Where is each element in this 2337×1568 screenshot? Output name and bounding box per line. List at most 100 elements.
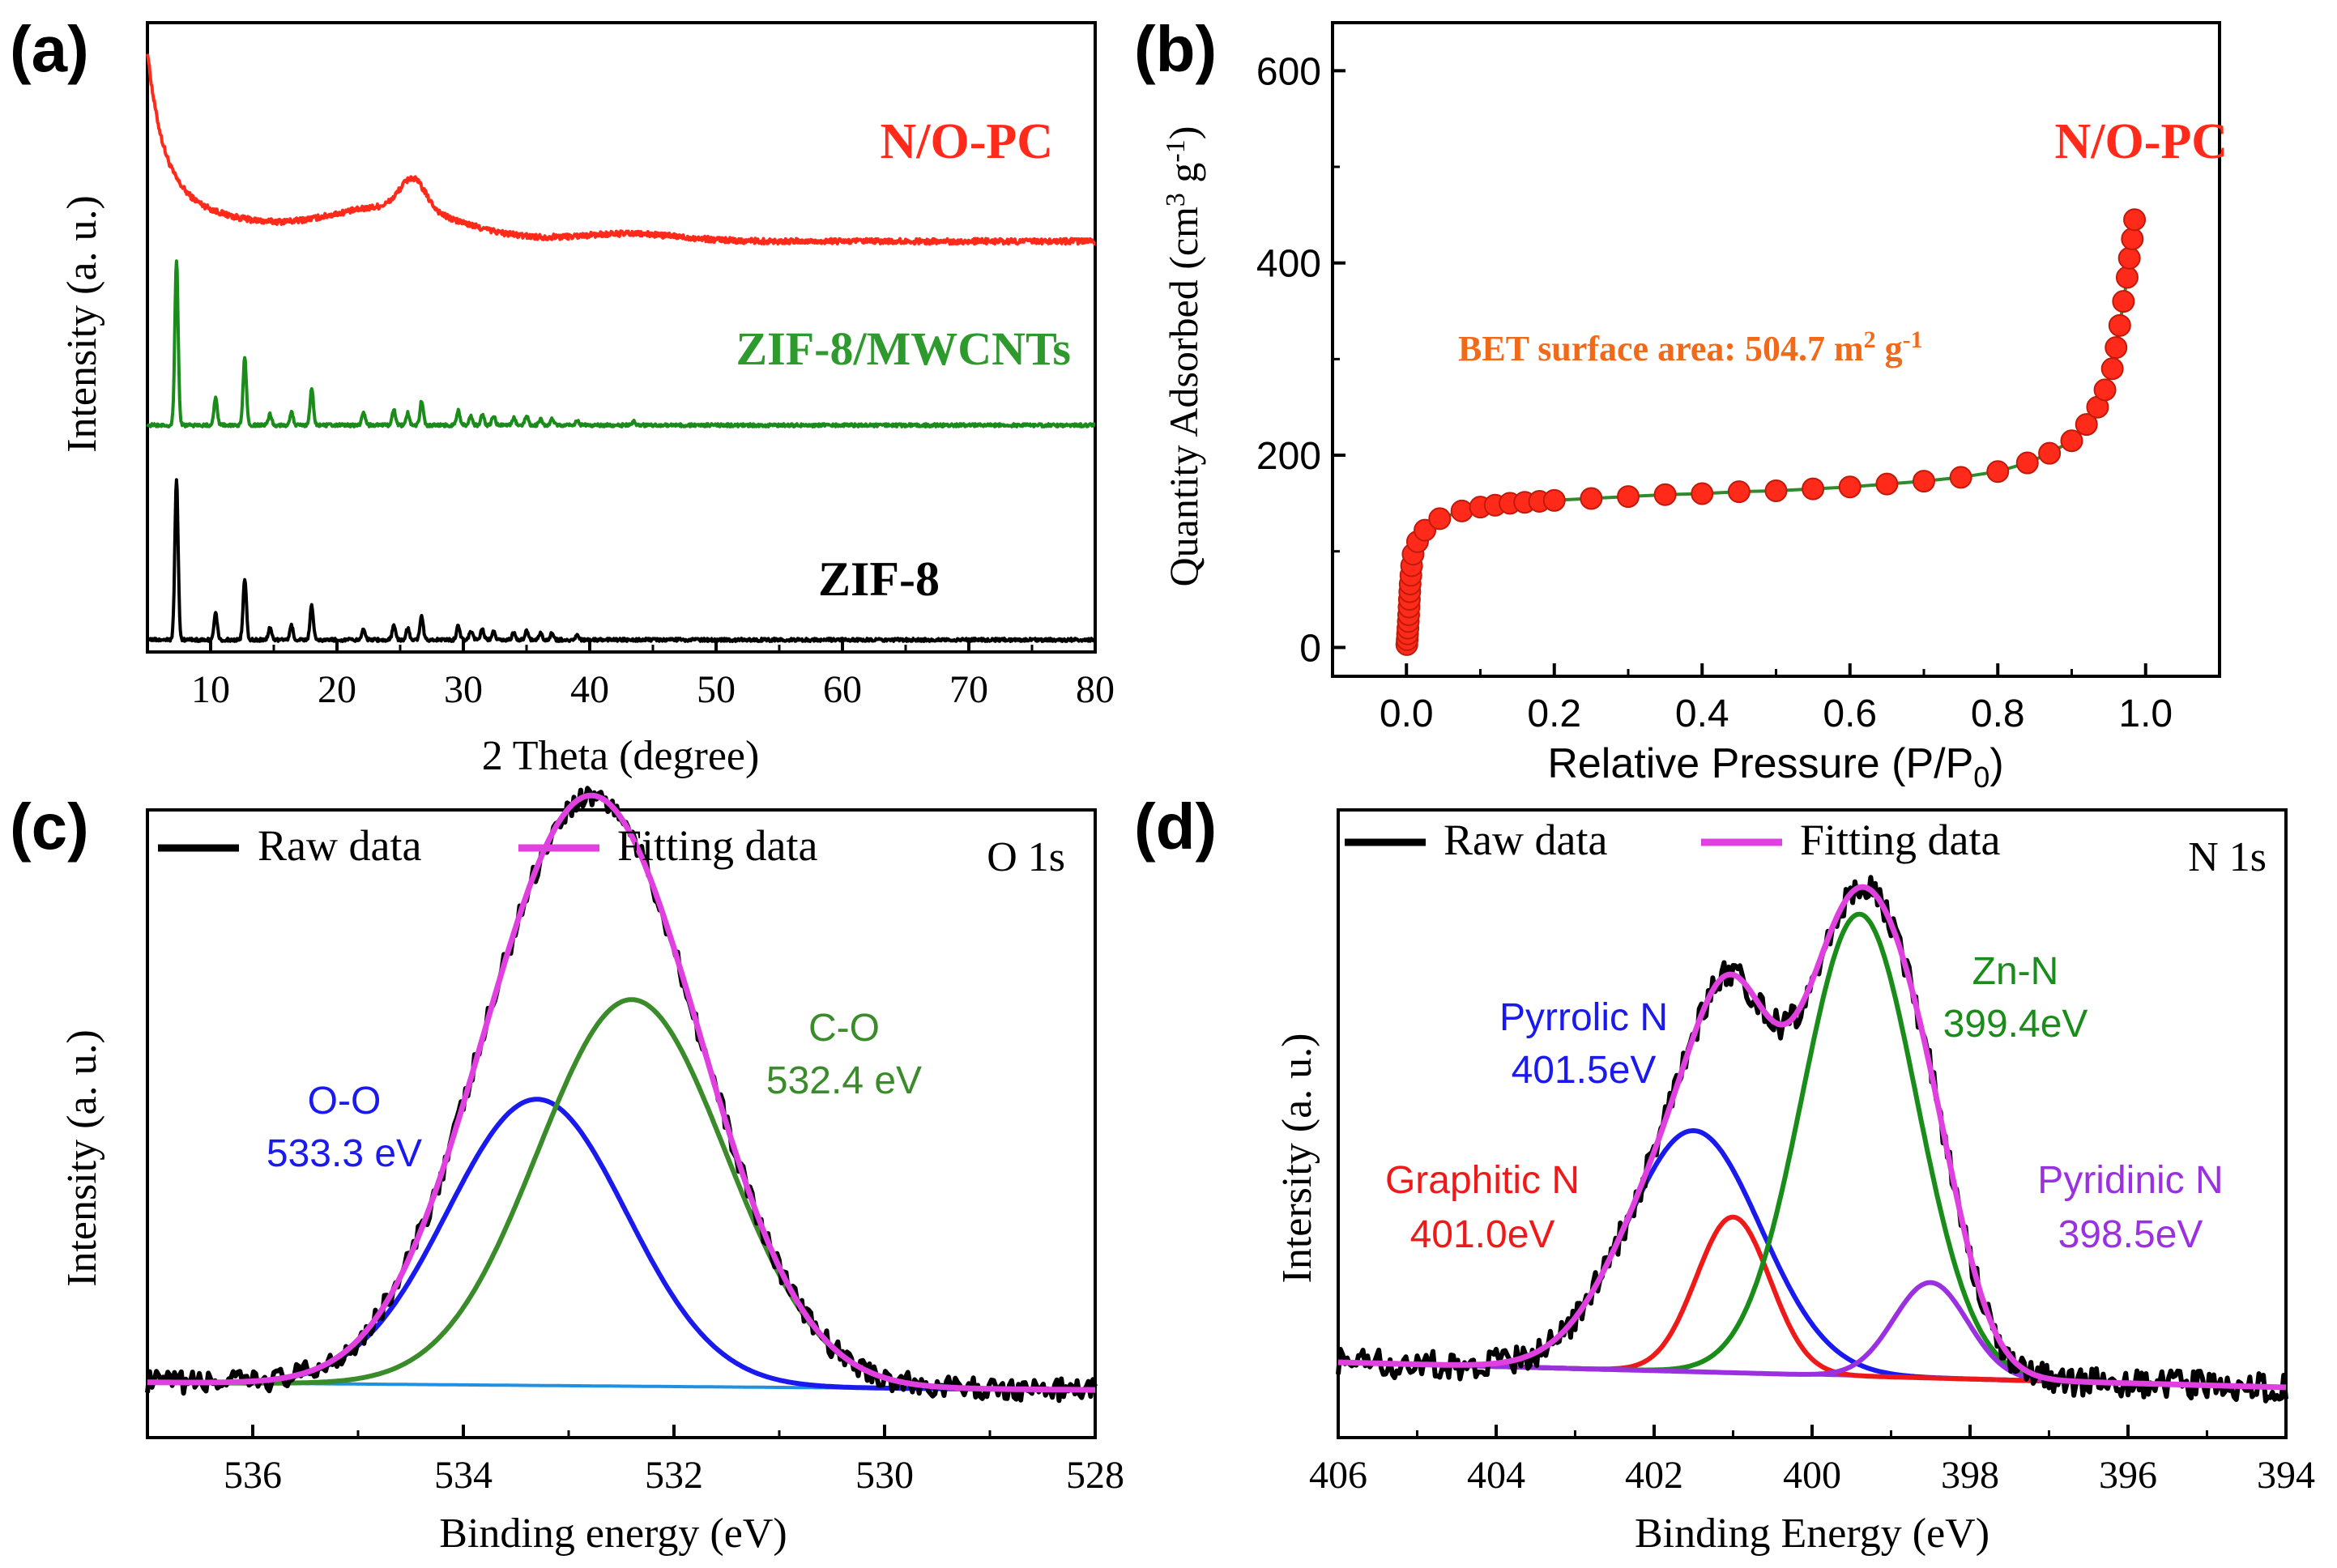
panel-c-peak-label-oo: O-O (308, 1080, 382, 1123)
panel-d-axes-frame (1337, 808, 2288, 1439)
panel-d-peak-label-pyrrolic: Pyrrolic N (1499, 996, 1668, 1039)
panel-c-xtick-label: 536 (224, 1454, 282, 1497)
panel-a-xtick-label: 60 (823, 668, 862, 711)
panel-a-axes-frame (146, 21, 1097, 654)
panel-d-xlabel: Binding Energy (eV) (1635, 1510, 1989, 1557)
panel-b-data-point (1727, 480, 1751, 504)
panel-d-xtick-label: 402 (1625, 1454, 1683, 1497)
panel-b-data-point (2093, 378, 2117, 402)
panel-d-legend-raw-label: Raw data (1444, 816, 1607, 864)
panel-b-data-point (2108, 313, 2131, 337)
panel-a-xtick-label: 20 (318, 668, 356, 711)
panel-c-axes-frame (146, 808, 1097, 1439)
panel-b-data-point (1913, 470, 1935, 493)
panel-a-label: (a) (10, 13, 89, 85)
panel-b-ytick-label: 400 (1256, 243, 1321, 286)
panel-b-data-point (2015, 451, 2039, 475)
panel-b-data-point (1542, 488, 1566, 512)
panel-a-plot-area: 10 20 30 40 50 60 70 80 (146, 21, 1115, 711)
panel-b-data-point (1414, 518, 1437, 542)
panel-c-legend-fit-label: Fitting data (617, 821, 818, 870)
panel-b-data-point (2117, 246, 2141, 270)
panel-d: (d) 406 404 402 400 398 396 394 Raw data Fitti… (1134, 790, 2315, 1557)
panel-a-ylabel: Intensity (a. u.) (59, 195, 105, 453)
panel-b-sample-label: N/O-PC (2054, 114, 2228, 169)
panel-b-data-point (1986, 460, 2010, 484)
panel-d-peak-value-pyridinic: 398.5eV (2058, 1213, 2203, 1256)
panel-d-xtick-label: 394 (2257, 1454, 2315, 1497)
panel-b-ytick-label: 0 (1299, 627, 1321, 670)
panel-d-xtick-label: 400 (1783, 1454, 1841, 1497)
panel-c-xtick-label: 532 (645, 1454, 703, 1497)
panel-c-legend-raw-label: Raw data (258, 821, 421, 870)
panel-c-series-c-o (147, 997, 1095, 1393)
panel-b-data-point (1802, 477, 1825, 501)
panel-a: (a) 10 20 30 40 50 60 70 80 N/O-PC ZIF-8/MWCNTs… (10, 13, 1115, 779)
panel-d-ylabel: Intersity (a. u.) (1274, 1033, 1320, 1283)
panel-b-data-point (1691, 482, 1714, 505)
panel-b-ylabel: Quantity Adsorbed (cm3 g-1) (1161, 126, 1206, 587)
panel-c-plot-area: 536 534 532 530 528 (145, 786, 1124, 1497)
panel-d-xtick-label: 404 (1467, 1454, 1525, 1497)
panel-b-data-point (1580, 487, 1603, 510)
panel-c-series-fitting-data (147, 792, 1095, 1393)
panel-c-core-level: O 1s (987, 834, 1065, 880)
panel-a-xtick-label: 40 (570, 668, 609, 711)
panel-a-series-label-zif8: ZIF-8 (818, 552, 940, 606)
panel-a-xtick-label: 80 (1076, 668, 1115, 711)
panel-c-xtick-label: 528 (1066, 1454, 1124, 1497)
panel-a-xtick-label: 70 (949, 668, 988, 711)
panel-b-series-line (1405, 219, 2137, 645)
panel-d-peak-label-znn: Zn-N (1972, 950, 2059, 993)
panel-c: (c) 536 534 532 530 528 Raw data Fitting dat… (10, 786, 1124, 1557)
panel-b-data-point (2100, 357, 2124, 381)
panel-d-label: (d) (1134, 790, 1217, 863)
panel-d-plot-area: 406 404 402 400 398 396 394 (1309, 808, 2315, 1497)
panel-a-series-label-nopc: N/O-PC (880, 114, 1053, 169)
panel-c-peak-label-co: C-O (808, 1007, 880, 1050)
panel-b-xtick-label: 0.6 (1823, 692, 1877, 735)
panel-c-xtick-label: 530 (855, 1454, 914, 1497)
panel-b-data-point (1838, 475, 1861, 499)
panel-b-xtick-label: 1.0 (2118, 692, 2173, 735)
panel-b-data-point (2038, 441, 2062, 465)
panel-a-series-label-zif8-mwcnts: ZIF-8/MWCNTs (736, 322, 1071, 375)
panel-b-bet-annotation: BET surface area: 504.7 m2 g-1 (1458, 326, 1923, 369)
panel-d-legend-fit-label: Fitting data (1800, 816, 2001, 864)
panel-c-xlabel: Binding energy (eV) (439, 1510, 787, 1557)
panel-c-series-raw-data (145, 786, 1098, 1404)
panel-b-plot-area: 0.0 0.2 0.4 0.6 0.8 1.0 0 200 400 600 (1256, 21, 2221, 735)
panel-c-ylabel: Intensity (a. u.) (59, 1029, 105, 1287)
panel-c-peak-value-oo: 533.3 eV (267, 1132, 422, 1175)
panel-b-data-point (1764, 479, 1788, 502)
panel-d-xtick-label: 396 (2099, 1454, 2157, 1497)
panel-b-data-point (2121, 228, 2144, 251)
panel-a-xtick-label: 10 (191, 668, 230, 711)
panel-b-data-point (1450, 499, 1473, 522)
panel-d-series-fitting-data (1337, 884, 2287, 1391)
panel-a-xtick-label: 50 (697, 668, 736, 711)
panel-d-xtick-label: 406 (1309, 1454, 1367, 1497)
panel-c-peak-value-co: 532.4 eV (766, 1059, 922, 1102)
panel-b-data-point (2075, 413, 2098, 437)
panel-b-ytick-label: 200 (1256, 435, 1321, 478)
panel-a-xlabel: 2 Theta (degree) (482, 733, 760, 779)
panel-d-peak-value-graphitic: 401.0eV (1410, 1213, 1555, 1256)
panel-b-data-point (2060, 429, 2083, 453)
panel-d-core-level: N 1s (2188, 834, 2267, 880)
panel-c-label: (c) (10, 790, 89, 863)
panel-d-peak-label-pyridinic: Pyridinic N (2037, 1159, 2223, 1202)
panel-b-xtick-label: 0.0 (1380, 692, 1434, 735)
panel-b-xtick-label: 0.4 (1675, 692, 1729, 735)
panel-b-data-point (1653, 483, 1677, 506)
panel-b-data-point (2112, 290, 2135, 313)
panel-d-peak-value-pyrrolic: 401.5eV (1512, 1049, 1657, 1092)
panel-b-data-point (1949, 466, 1972, 489)
panel-a-series-zif8-mwcnts (146, 259, 1097, 428)
panel-b-xlabel: Relative Pressure (P/P0) (1547, 740, 2003, 794)
panel-b-data-point (2123, 208, 2147, 232)
panel-a-series-nopc (146, 53, 1097, 246)
panel-b-data-point (2115, 266, 2139, 289)
